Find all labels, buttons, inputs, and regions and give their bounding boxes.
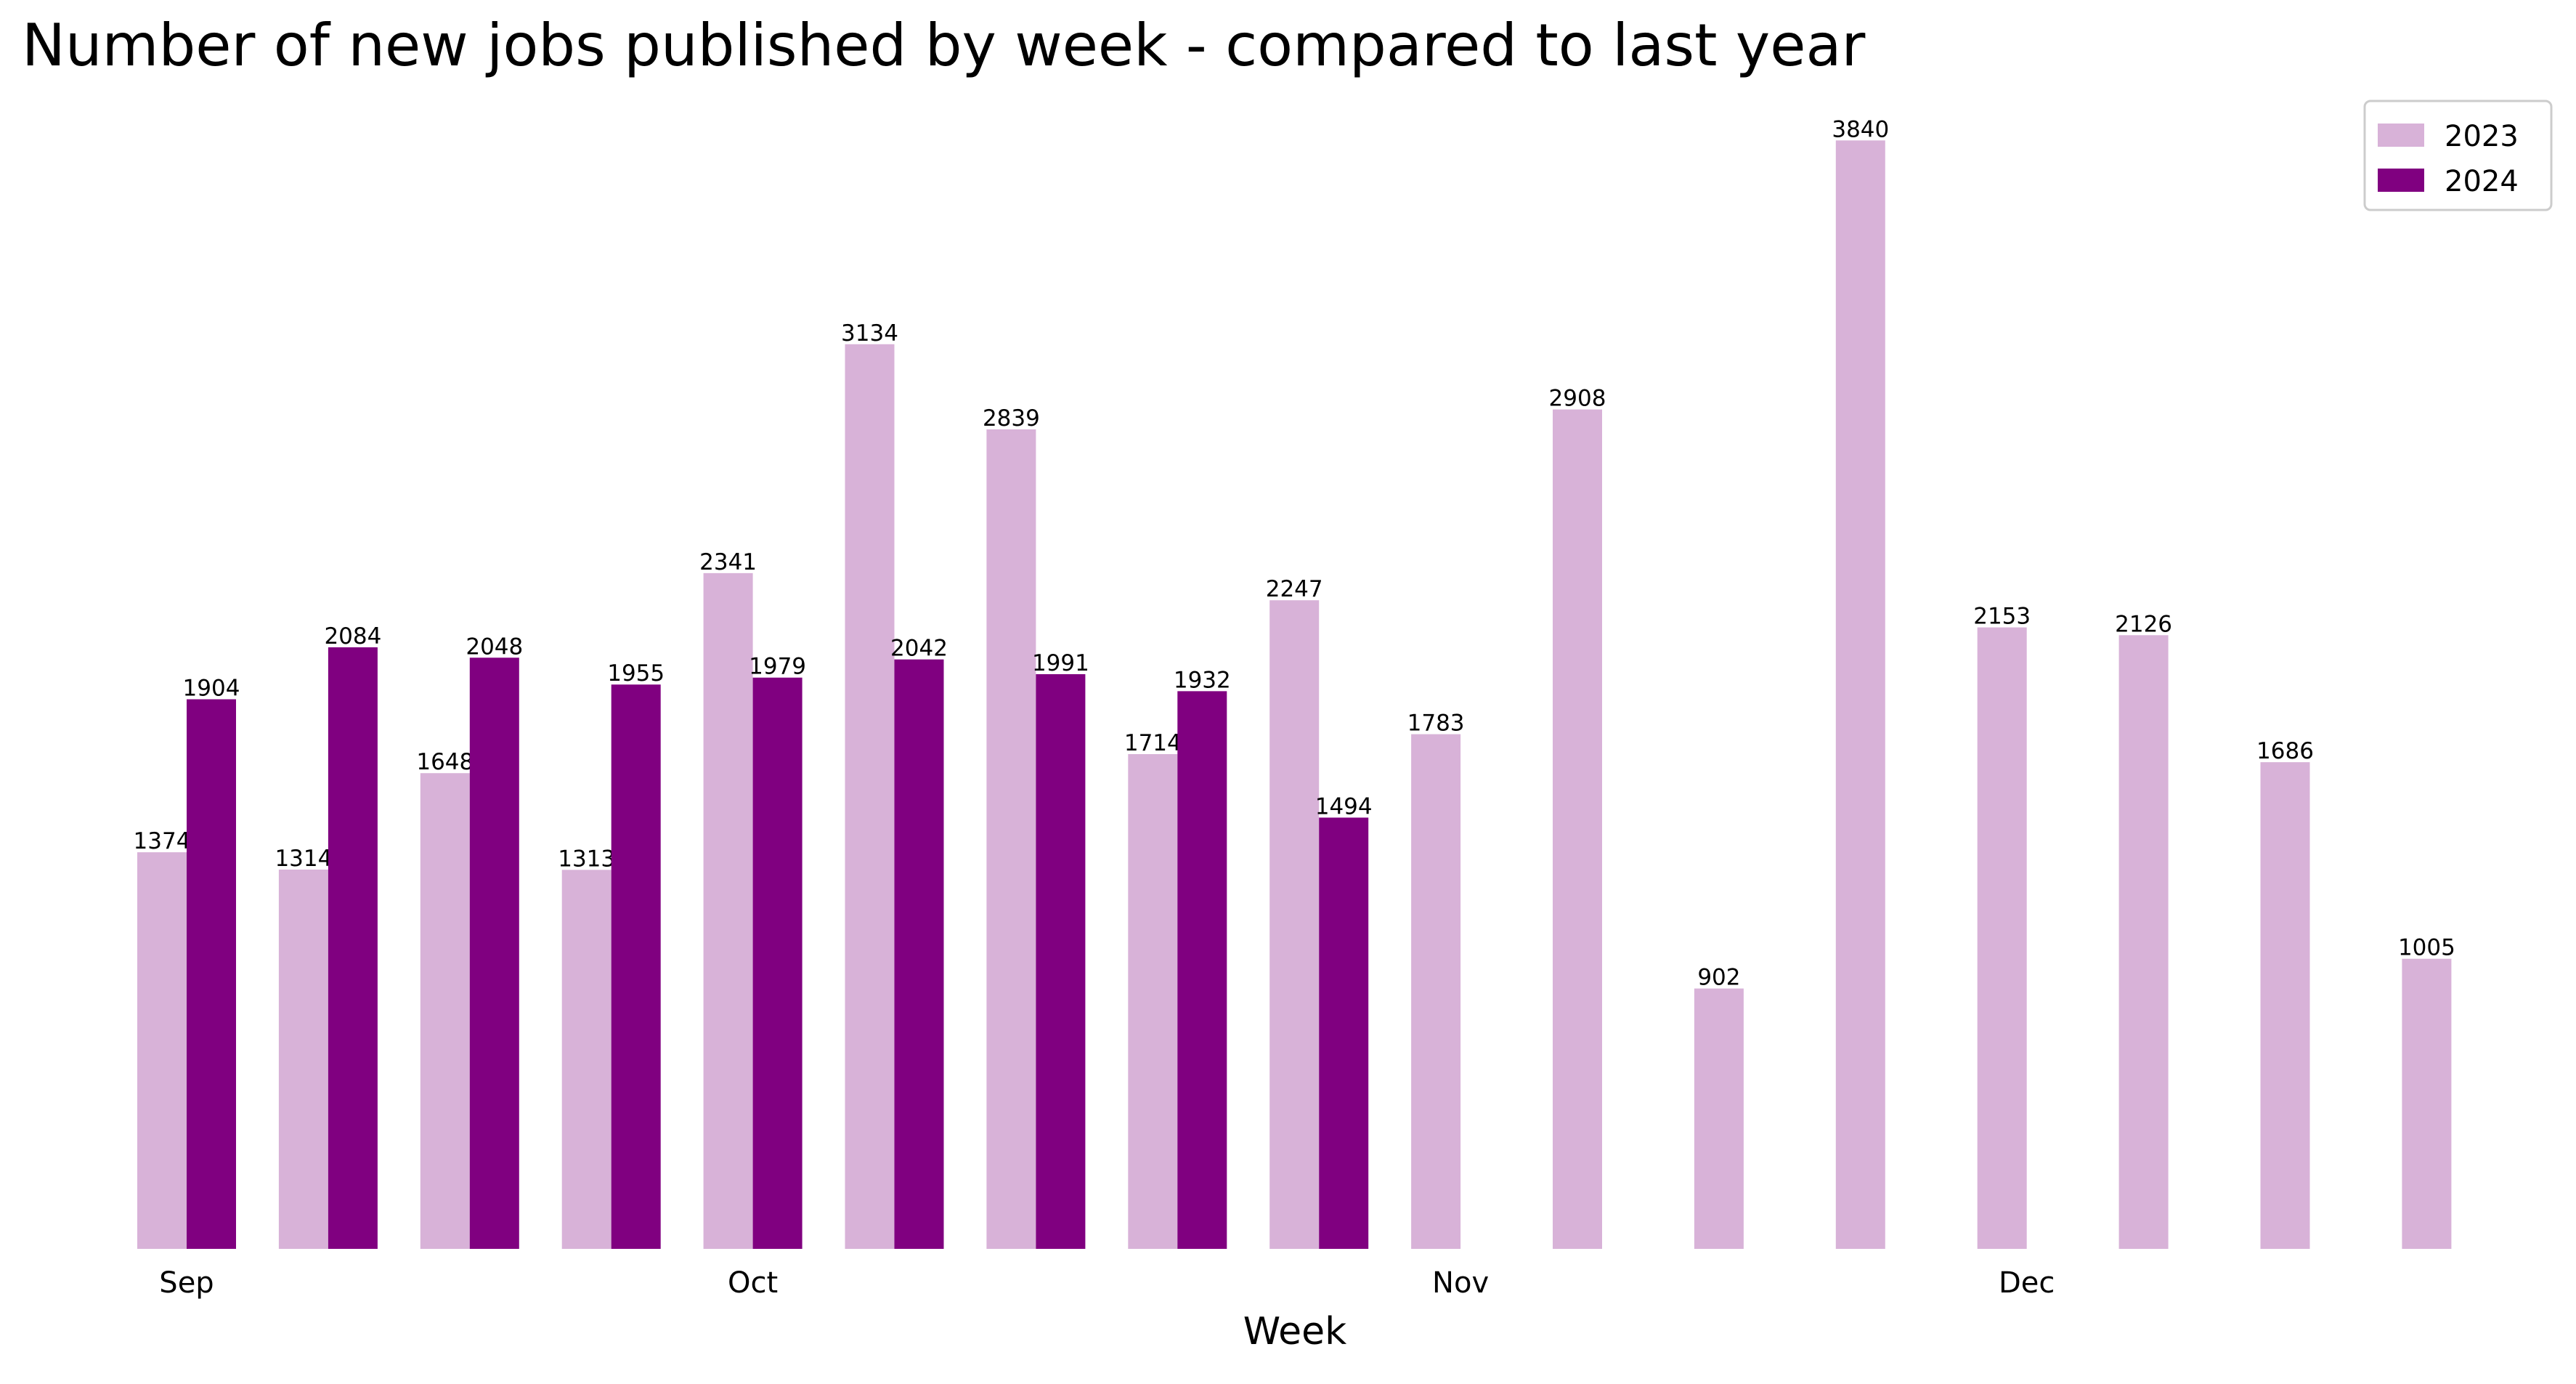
bar xyxy=(1036,673,1086,1249)
bar xyxy=(1411,734,1461,1249)
bar xyxy=(2118,635,2169,1249)
data-label: 902 xyxy=(1697,965,1740,991)
data-label: 2839 xyxy=(983,405,1040,432)
data-label: 1714 xyxy=(1124,730,1182,756)
data-label: 1313 xyxy=(558,846,615,872)
legend-label: 2024 xyxy=(2445,165,2519,198)
data-label: 1374 xyxy=(134,828,191,854)
data-label: 1314 xyxy=(275,846,332,872)
data-label: 1783 xyxy=(1407,711,1465,737)
data-label: 1686 xyxy=(2256,738,2314,764)
data-label: 2153 xyxy=(1973,604,2031,630)
data-label: 1955 xyxy=(607,660,665,687)
bar xyxy=(1977,627,2027,1249)
data-label: 2084 xyxy=(324,623,381,649)
data-label: 1494 xyxy=(1315,793,1373,820)
bar xyxy=(894,659,944,1249)
data-label: 2126 xyxy=(2115,611,2172,637)
data-label: 2908 xyxy=(1549,386,1606,412)
data-label: 2042 xyxy=(890,636,948,662)
data-label: 1904 xyxy=(183,676,240,702)
data-label: 1648 xyxy=(416,749,474,775)
bar xyxy=(2260,762,2310,1249)
bar xyxy=(1319,817,1369,1249)
legend: 2023 2024 xyxy=(2363,100,2553,211)
bar xyxy=(845,344,895,1249)
chart-title: Number of new jobs published by week - c… xyxy=(22,12,1865,79)
x-axis-label: Week xyxy=(1243,1310,1346,1353)
x-tick-label: Sep xyxy=(159,1266,214,1300)
bar xyxy=(1694,988,1744,1249)
bar xyxy=(278,869,328,1249)
bar xyxy=(703,572,753,1249)
bar xyxy=(986,429,1036,1250)
bar xyxy=(328,647,378,1249)
data-label: 2247 xyxy=(1266,576,1323,602)
bar xyxy=(469,657,519,1249)
bar xyxy=(187,699,236,1249)
bar xyxy=(752,677,803,1249)
legend-swatch xyxy=(2378,124,2424,147)
x-tick-label: Oct xyxy=(728,1266,778,1300)
data-label: 3134 xyxy=(841,320,898,347)
data-label: 2048 xyxy=(466,634,523,660)
bar xyxy=(611,684,661,1249)
plot-area: Sep 1374 1904 1314 2084 1648 2048 1313 1955 Oct 23… xyxy=(134,116,2455,1300)
data-label: 2341 xyxy=(699,549,757,575)
bar xyxy=(420,773,470,1249)
bar xyxy=(1269,600,1320,1249)
data-label: 3840 xyxy=(1832,116,1889,142)
data-label: 1991 xyxy=(1032,650,1089,676)
bar xyxy=(1177,691,1227,1249)
x-tick-label: Dec xyxy=(1999,1266,2055,1300)
bar xyxy=(1553,409,1602,1249)
bar xyxy=(1128,753,1178,1249)
bar xyxy=(561,870,612,1249)
data-label: 1979 xyxy=(749,654,806,680)
data-label: 1932 xyxy=(1174,667,1231,693)
bar xyxy=(1835,140,1885,1249)
bar xyxy=(2402,958,2452,1249)
x-tick-label: Nov xyxy=(1432,1266,1489,1300)
bar xyxy=(137,852,187,1249)
legend-swatch xyxy=(2378,169,2424,192)
data-label: 1005 xyxy=(2398,935,2455,961)
legend-label: 2023 xyxy=(2445,120,2519,153)
